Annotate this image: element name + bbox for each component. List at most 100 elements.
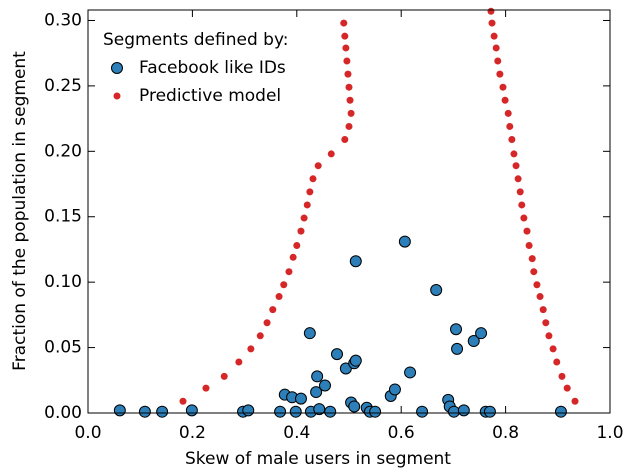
point bbox=[553, 358, 561, 366]
point bbox=[347, 109, 355, 117]
legend-label: Predictive model bbox=[139, 86, 281, 106]
point bbox=[571, 397, 579, 405]
point bbox=[220, 372, 228, 380]
point bbox=[242, 404, 255, 417]
x-tick-label: 1.0 bbox=[596, 423, 623, 443]
point bbox=[156, 405, 169, 418]
point bbox=[349, 255, 362, 268]
y-tick-label: 0.05 bbox=[44, 338, 82, 358]
point bbox=[202, 384, 210, 392]
point bbox=[274, 405, 287, 418]
y-tick-label: 0.25 bbox=[44, 76, 82, 96]
point bbox=[416, 405, 429, 418]
point bbox=[310, 386, 323, 399]
point bbox=[488, 19, 496, 27]
point bbox=[185, 404, 198, 417]
point bbox=[313, 403, 326, 416]
point bbox=[330, 348, 343, 361]
point bbox=[300, 214, 308, 222]
y-axis-label: Fraction of the population in segment bbox=[10, 51, 30, 371]
x-tick-label: 0.2 bbox=[179, 423, 206, 443]
point bbox=[294, 392, 307, 405]
point bbox=[285, 268, 293, 276]
point bbox=[536, 293, 544, 301]
point bbox=[492, 44, 500, 52]
point bbox=[327, 150, 335, 158]
point bbox=[430, 284, 443, 297]
point bbox=[280, 281, 288, 289]
point bbox=[289, 253, 297, 261]
y-tick-label: 0.00 bbox=[44, 403, 82, 423]
plot-frame bbox=[87, 9, 611, 414]
point bbox=[508, 136, 516, 144]
point bbox=[542, 319, 550, 327]
point bbox=[506, 122, 514, 130]
legend-marker bbox=[111, 62, 123, 74]
point bbox=[235, 358, 243, 366]
point bbox=[525, 242, 533, 250]
point bbox=[275, 293, 283, 301]
point bbox=[545, 332, 553, 340]
point bbox=[499, 83, 507, 91]
point bbox=[345, 83, 353, 91]
point bbox=[346, 96, 354, 104]
point bbox=[549, 345, 557, 353]
point bbox=[388, 383, 401, 396]
point bbox=[343, 57, 351, 65]
point bbox=[256, 332, 264, 340]
point bbox=[475, 327, 488, 340]
point bbox=[369, 405, 382, 418]
point bbox=[483, 405, 496, 418]
point bbox=[340, 19, 348, 27]
point bbox=[510, 150, 518, 158]
point bbox=[563, 384, 571, 392]
point bbox=[318, 379, 331, 392]
point bbox=[533, 281, 541, 289]
legend-label: Facebook like IDs bbox=[139, 58, 286, 78]
point bbox=[512, 162, 520, 170]
point bbox=[487, 7, 495, 15]
point bbox=[447, 405, 460, 418]
point bbox=[341, 136, 349, 144]
point bbox=[398, 235, 411, 248]
y-tick-label: 0.10 bbox=[44, 272, 82, 292]
point bbox=[451, 342, 464, 355]
point bbox=[349, 354, 362, 367]
point bbox=[450, 323, 463, 336]
point bbox=[523, 227, 531, 235]
point bbox=[516, 188, 524, 196]
point bbox=[303, 327, 316, 340]
y-tick-label: 0.20 bbox=[44, 141, 82, 161]
point bbox=[289, 405, 302, 418]
point bbox=[314, 162, 322, 170]
point bbox=[348, 400, 361, 413]
point bbox=[324, 405, 337, 418]
point bbox=[554, 405, 567, 418]
point bbox=[504, 109, 512, 117]
point bbox=[496, 70, 504, 78]
point bbox=[558, 372, 566, 380]
point bbox=[303, 201, 311, 209]
x-tick-label: 0.6 bbox=[388, 423, 415, 443]
point bbox=[539, 306, 547, 314]
point bbox=[309, 175, 317, 183]
point bbox=[179, 397, 187, 405]
x-tick-label: 0.0 bbox=[74, 423, 101, 443]
point bbox=[293, 242, 301, 250]
point bbox=[306, 188, 314, 196]
x-axis-label: Skew of male users in segment bbox=[185, 449, 451, 469]
x-tick-label: 0.8 bbox=[492, 423, 519, 443]
point bbox=[269, 306, 277, 314]
point bbox=[344, 70, 352, 78]
point bbox=[345, 122, 353, 130]
point bbox=[490, 32, 498, 40]
point bbox=[494, 57, 502, 65]
point bbox=[518, 201, 526, 209]
point bbox=[467, 335, 480, 348]
point bbox=[520, 214, 528, 222]
y-tick-label: 0.15 bbox=[44, 207, 82, 227]
point bbox=[297, 227, 305, 235]
point bbox=[113, 404, 126, 417]
point bbox=[530, 268, 538, 276]
